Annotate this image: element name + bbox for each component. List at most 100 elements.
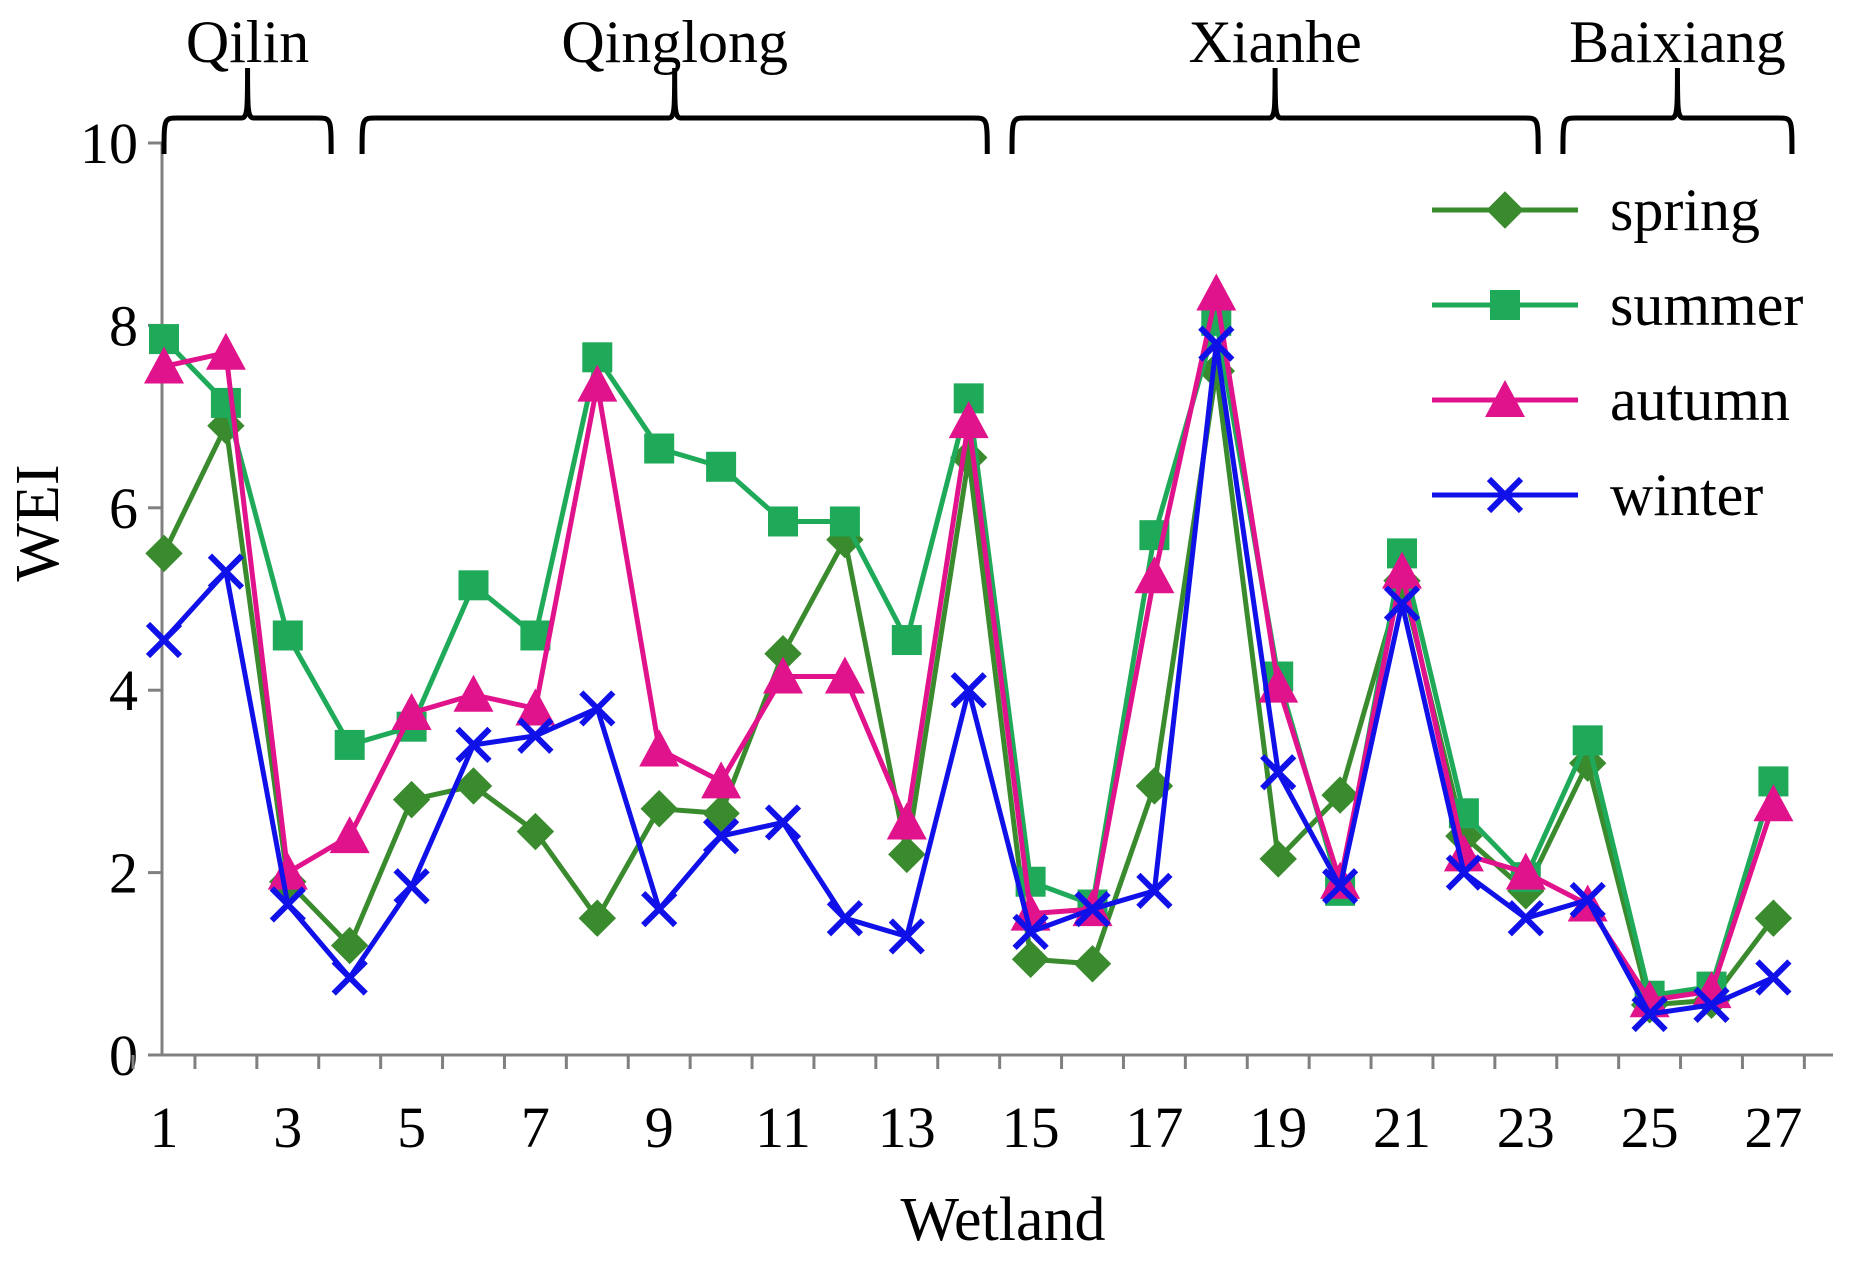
group-label-baixiang: Baixiang <box>1569 9 1786 75</box>
y-tick-label: 8 <box>109 293 138 358</box>
point-winter-22 <box>1445 854 1483 891</box>
point-winter-6 <box>455 726 492 764</box>
point-winter-2 <box>207 553 245 590</box>
point-autumn-18 <box>1196 273 1237 311</box>
legend-label-autumn: autumn <box>1610 367 1790 433</box>
point-summer-24 <box>1572 725 1603 756</box>
point-autumn-11 <box>763 656 803 694</box>
x-marker-stroke <box>1198 325 1235 362</box>
point-summer-10 <box>706 451 737 482</box>
x-marker-stroke <box>1074 890 1111 928</box>
x-axis-title: Wetland <box>900 1186 1105 1254</box>
bracket-qinglong <box>359 67 990 155</box>
x-marker-stroke <box>393 868 430 905</box>
legend: spring summer autumn winter <box>1432 177 1803 528</box>
y-tick-label: 6 <box>109 476 138 541</box>
x-marker-stroke <box>1383 585 1421 622</box>
x-tick-label: 11 <box>755 1095 811 1160</box>
x-marker-stroke <box>331 959 368 996</box>
x-tick-label: 23 <box>1497 1095 1555 1160</box>
point-autumn-2 <box>205 332 246 370</box>
point-winter-27 <box>1755 959 1792 996</box>
x-marker-stroke <box>1631 995 1668 1033</box>
point-autumn-21 <box>1382 551 1422 589</box>
x-marker-stroke <box>1445 854 1483 891</box>
point-autumn-27 <box>1753 784 1794 822</box>
point-spring-15 <box>1011 940 1050 978</box>
legend-item-spring: spring <box>1432 177 1760 243</box>
point-winter-12 <box>826 900 864 937</box>
point-winter-16 <box>1074 890 1111 928</box>
legend-item-winter: winter <box>1432 462 1763 528</box>
y-axis-title: WEI <box>4 464 72 581</box>
point-winter-21 <box>1383 585 1421 622</box>
point-spring-19 <box>1259 840 1297 878</box>
x-marker-stroke <box>145 621 183 659</box>
x-marker-stroke <box>888 918 925 955</box>
series-winter <box>145 325 1792 1033</box>
point-autumn-6 <box>453 674 494 712</box>
legend-marker-autumn <box>1485 380 1525 417</box>
x-marker-stroke <box>1569 881 1606 919</box>
point-summer-11 <box>768 506 798 537</box>
legend-label-summer: summer <box>1610 272 1803 338</box>
x-tick-label: 15 <box>1002 1095 1060 1160</box>
point-spring-27 <box>1754 899 1793 937</box>
x-marker-stroke <box>1012 913 1049 951</box>
point-winter-18 <box>1198 325 1235 362</box>
point-spring-6 <box>454 767 493 805</box>
x-marker-stroke <box>1755 959 1792 996</box>
x-tick-label: 21 <box>1373 1095 1431 1160</box>
x-marker-stroke <box>579 690 616 727</box>
x-tick-label: 9 <box>645 1095 674 1160</box>
point-spring-5 <box>392 780 431 819</box>
x-marker-stroke <box>1507 900 1544 937</box>
point-winter-5 <box>393 868 430 905</box>
x-marker-stroke <box>517 717 554 754</box>
x-marker-stroke <box>1486 476 1524 514</box>
legend-item-summer: summer <box>1432 272 1803 338</box>
y-tick-label: 4 <box>109 658 138 723</box>
x-marker-stroke <box>702 817 740 855</box>
x-marker-stroke <box>1136 872 1173 909</box>
legend-marker-winter <box>1486 476 1524 514</box>
x-marker-stroke <box>826 900 864 937</box>
point-autumn-13 <box>886 802 927 840</box>
point-winter-15 <box>1012 913 1049 951</box>
point-winter-9 <box>641 890 678 928</box>
point-autumn-8 <box>577 364 618 402</box>
x-tick-label: 19 <box>1249 1095 1307 1160</box>
point-winter-17 <box>1136 872 1173 909</box>
x-tick-label: 5 <box>397 1095 426 1160</box>
point-autumn-14 <box>948 401 989 439</box>
point-winter-23 <box>1507 900 1544 937</box>
bracket-baixiang <box>1560 67 1795 155</box>
point-winter-20 <box>1321 868 1359 905</box>
point-autumn-23 <box>1505 852 1546 890</box>
point-winter-25 <box>1631 995 1668 1033</box>
x-marker-stroke <box>950 672 987 709</box>
wetland-group-brackets: Qilin Qinglong Xianhe Baixiang <box>161 9 1795 155</box>
point-spring-16 <box>1073 945 1112 983</box>
point-winter-19 <box>1260 754 1297 791</box>
point-winter-26 <box>1693 986 1730 1023</box>
x-tick-label: 7 <box>521 1095 550 1160</box>
point-spring-20 <box>1321 776 1359 814</box>
point-autumn-5 <box>391 693 432 730</box>
point-spring-1 <box>145 534 183 573</box>
series-layer <box>144 273 1794 1033</box>
group-label-xianhe: Xianhe <box>1188 9 1361 75</box>
point-winter-24 <box>1569 881 1606 919</box>
point-winter-11 <box>764 804 802 841</box>
legend-label-winter: winter <box>1610 462 1763 528</box>
point-summer-4 <box>334 729 365 760</box>
point-winter-14 <box>950 672 987 709</box>
x-marker-stroke <box>269 886 306 923</box>
x-marker-stroke <box>207 553 245 590</box>
point-winter-1 <box>145 621 183 659</box>
legend-item-autumn: autumn <box>1432 367 1790 433</box>
x-tick-label: 25 <box>1621 1095 1679 1160</box>
group-label-qinglong: Qinglong <box>561 9 788 75</box>
point-winter-8 <box>579 690 616 727</box>
